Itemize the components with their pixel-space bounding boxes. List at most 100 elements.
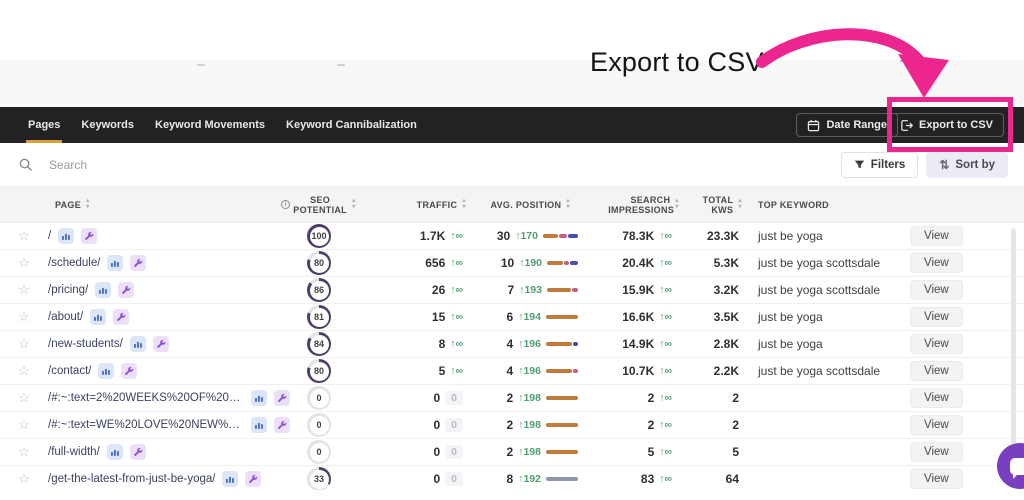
star-icon[interactable]: ☆ xyxy=(18,336,30,351)
view-button[interactable]: View xyxy=(910,253,963,273)
star-icon[interactable]: ☆ xyxy=(18,255,30,270)
page-link[interactable]: /get-the-latest-from-just-be-yoga/ xyxy=(48,473,216,485)
analytics-chart-icon[interactable] xyxy=(129,336,146,352)
navbar: Pages Keywords Keyword Movements Keyword… xyxy=(0,107,1024,143)
view-button[interactable]: View xyxy=(910,280,963,300)
table-row: ☆ /about/ 81 15 ↑∞ 6 ↑194 16.6K ↑∞ 3.5K jus… xyxy=(0,304,1024,331)
analytics-chart-icon[interactable] xyxy=(58,228,75,244)
total-kws-cell: 2.8K xyxy=(713,337,739,351)
analytics-chart-icon[interactable] xyxy=(251,390,267,406)
tab-keyword-cannibalization[interactable]: Keyword Cannibalization xyxy=(286,119,417,131)
vertical-scrollbar[interactable] xyxy=(1011,228,1016,486)
page-link[interactable]: /#:~:text=WE%20LOVE%20NEW%20STUDE... xyxy=(48,419,244,431)
view-button[interactable]: View xyxy=(910,361,963,381)
seo-potential-badge: 80 xyxy=(307,251,331,275)
star-icon[interactable]: ☆ xyxy=(18,309,30,324)
sort-icon: ▲ ▼ xyxy=(350,198,357,210)
info-icon[interactable]: i xyxy=(281,200,291,209)
search-impressions-cell: 2 ↑∞ xyxy=(647,391,672,405)
analytics-chart-icon[interactable] xyxy=(90,309,107,325)
wrench-icon[interactable] xyxy=(130,255,147,271)
search-impressions-cell: 5 ↑∞ xyxy=(647,445,672,459)
position-sparkline xyxy=(547,261,578,265)
analytics-chart-icon[interactable] xyxy=(222,471,239,487)
column-header-page[interactable]: PAGE ▲ ▼ xyxy=(55,198,91,210)
view-button[interactable]: View xyxy=(910,334,963,354)
page-link[interactable]: /new-students/ xyxy=(48,338,123,350)
column-header-avg-position[interactable]: AVG. POSITION ▲ ▼ xyxy=(490,198,571,210)
table-row: ☆ /get-the-latest-from-just-be-yoga/ 33 … xyxy=(0,466,1024,490)
column-header-seo-potential[interactable]: i SEO POTENTIAL ▲ ▼ xyxy=(281,195,356,215)
wrench-icon[interactable] xyxy=(274,417,290,433)
position-sparkline xyxy=(546,396,578,400)
avg-position-cell: 8 ↑192 xyxy=(467,472,585,486)
avg-position-cell: 2 ↑198 xyxy=(467,445,585,459)
search-impressions-cell: 83 ↑∞ xyxy=(640,472,672,486)
view-button[interactable]: View xyxy=(910,307,963,327)
page-link[interactable]: /about/ xyxy=(48,311,84,323)
wrench-icon[interactable] xyxy=(152,336,169,352)
page-link[interactable]: /full-width/ xyxy=(48,446,100,458)
tab-pages[interactable]: Pages xyxy=(25,107,63,143)
table-row: ☆ /#:~:text=WE%20LOVE%20NEW%20STUDE... 0… xyxy=(0,412,1024,439)
column-header-search-impressions[interactable]: SEARCH IMPRESSIONS ▲ ▼ xyxy=(608,194,680,215)
filters-button[interactable]: Filters xyxy=(840,151,919,178)
total-kws-cell: 2 xyxy=(732,391,739,405)
date-range-button[interactable]: Date Range xyxy=(796,113,898,137)
wrench-icon[interactable] xyxy=(129,444,146,460)
wrench-icon[interactable] xyxy=(118,282,135,298)
view-button[interactable]: View xyxy=(910,469,963,489)
wrench-icon[interactable] xyxy=(121,363,138,379)
analytics-chart-icon[interactable] xyxy=(251,417,267,433)
table-body: ☆ / 100 1.7K ↑∞ 30 ↑170 78.3K ↑∞ 23.3K just… xyxy=(0,223,1024,490)
star-icon[interactable]: ☆ xyxy=(18,390,30,405)
sort-icon: ▲ ▼ xyxy=(461,198,467,210)
search-impressions-cell: 2 ↑∞ xyxy=(647,418,672,432)
star-icon[interactable]: ☆ xyxy=(18,444,30,459)
wrench-icon[interactable] xyxy=(113,309,130,325)
wrench-icon[interactable] xyxy=(274,390,290,406)
search-impressions-cell: 16.6K ↑∞ xyxy=(622,310,672,324)
star-icon[interactable]: ☆ xyxy=(18,282,30,297)
view-button[interactable]: View xyxy=(910,226,963,246)
star-icon[interactable]: ☆ xyxy=(18,228,30,243)
tab-keywords[interactable]: Keywords xyxy=(81,119,134,131)
position-sparkline xyxy=(546,369,578,373)
analytics-chart-icon[interactable] xyxy=(106,444,123,460)
star-icon[interactable]: ☆ xyxy=(18,471,30,486)
page-link[interactable]: /#:~:text=2%20WEEKS%20OF%20UNLIMIT... xyxy=(48,392,244,404)
analytics-chart-icon[interactable] xyxy=(95,282,112,298)
position-sparkline xyxy=(546,342,578,346)
position-sparkline xyxy=(546,423,578,427)
column-header-total-kws[interactable]: TOTAL KWS ▲ ▼ xyxy=(702,194,743,215)
page-link[interactable]: / xyxy=(48,230,52,242)
analytics-chart-icon[interactable] xyxy=(98,363,115,379)
tab-keyword-movements[interactable]: Keyword Movements xyxy=(155,119,266,131)
traffic-cell: 8 ↑∞ xyxy=(438,337,463,351)
sort-by-button[interactable]: ⇅ Sort by xyxy=(926,151,1008,178)
export-to-csv-button[interactable]: Export to CSV xyxy=(889,113,1004,137)
table-header-row: PAGE ▲ ▼ i SEO POTENTIAL ▲ ▼ TRAFFIC ▲ ▼ AV… xyxy=(0,187,1024,223)
star-icon[interactable]: ☆ xyxy=(18,417,30,432)
view-button[interactable]: View xyxy=(910,415,963,435)
total-kws-cell: 23.3K xyxy=(706,229,739,243)
total-kws-cell: 3.2K xyxy=(713,283,739,297)
column-header-traffic[interactable]: TRAFFIC ▲ ▼ xyxy=(416,198,467,210)
view-button[interactable]: View xyxy=(910,442,963,462)
position-sparkline xyxy=(546,315,578,319)
wrench-icon[interactable] xyxy=(245,471,262,487)
table-row: ☆ /#:~:text=2%20WEEKS%20OF%20UNLIMIT... … xyxy=(0,385,1024,412)
page-link[interactable]: /pricing/ xyxy=(48,284,89,296)
seo-potential-badge: 84 xyxy=(307,332,331,356)
position-sparkline xyxy=(543,234,578,238)
page-link[interactable]: /schedule/ xyxy=(48,257,101,269)
search-input[interactable] xyxy=(49,157,349,172)
view-button[interactable]: View xyxy=(910,388,963,408)
wrench-icon[interactable] xyxy=(81,228,98,244)
analytics-chart-icon[interactable] xyxy=(107,255,124,271)
page-link[interactable]: /contact/ xyxy=(48,365,92,377)
star-icon[interactable]: ☆ xyxy=(18,363,30,378)
